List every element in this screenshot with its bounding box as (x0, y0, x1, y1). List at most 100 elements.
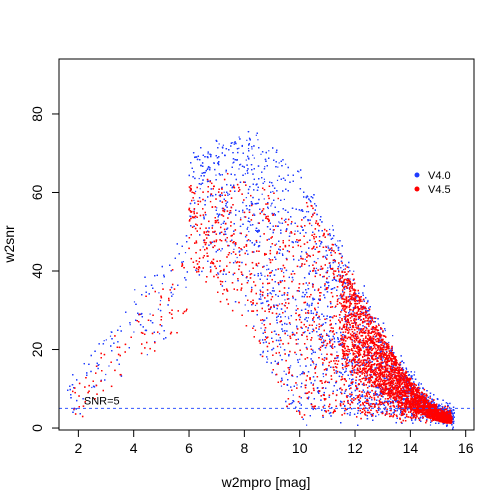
data-point-v40 (358, 379, 360, 381)
data-point-v40 (343, 268, 345, 271)
data-point-v40 (389, 409, 391, 412)
data-point-v40 (317, 335, 319, 337)
data-point-v40 (375, 402, 377, 404)
data-point-v40 (267, 207, 269, 210)
data-point-v40 (202, 246, 204, 248)
data-point-v40 (384, 360, 386, 362)
data-point-v40 (271, 202, 273, 204)
data-point-v40 (240, 163, 242, 165)
data-point-v40 (355, 394, 357, 397)
data-point-v40 (344, 264, 346, 266)
data-point-v40 (390, 398, 392, 400)
data-point-v40 (346, 358, 348, 360)
data-point-v40 (226, 241, 228, 243)
data-point-v40 (359, 412, 362, 415)
data-point-v40 (369, 406, 371, 408)
data-point-v40 (253, 157, 255, 159)
data-point-v40 (220, 214, 222, 216)
data-point-v40 (311, 224, 313, 227)
data-point-v40 (368, 346, 371, 348)
data-point-v40 (336, 357, 338, 359)
data-point-v40 (119, 325, 121, 327)
data-point-v40 (400, 361, 402, 363)
data-point-v40 (270, 203, 273, 205)
data-point-v40 (339, 317, 341, 319)
data-point-v40 (399, 413, 401, 415)
data-point-v40 (308, 306, 310, 308)
data-point-v40 (283, 219, 286, 221)
data-point-v40 (259, 241, 261, 243)
data-point-v40 (346, 277, 349, 280)
data-point-v40 (337, 280, 339, 282)
data-point-v40 (247, 147, 250, 150)
data-point-v40 (411, 375, 413, 377)
data-point-v40 (324, 255, 326, 257)
data-point-v40 (415, 388, 417, 390)
data-point-v40 (248, 230, 250, 233)
data-point-v40 (334, 306, 336, 308)
data-point-v40 (377, 323, 380, 325)
data-point-v40 (296, 384, 298, 386)
data-point-v40 (262, 352, 264, 354)
data-point-v40 (256, 265, 259, 267)
data-point-v40 (385, 342, 387, 344)
data-point-v40 (230, 253, 233, 255)
data-point-v40 (279, 280, 281, 282)
data-point-v40 (402, 414, 404, 416)
data-point-v40 (408, 395, 410, 397)
data-point-v40 (349, 278, 351, 280)
data-point-v40 (224, 238, 227, 240)
data-point-v40 (370, 318, 372, 320)
data-point-v40 (158, 292, 160, 294)
data-point-v40 (88, 396, 91, 399)
data-point-v40 (394, 388, 397, 390)
data-point-v40 (240, 217, 242, 219)
data-point-v40 (353, 270, 355, 272)
data-point-v40 (326, 333, 328, 335)
data-point-v40 (268, 258, 270, 260)
data-point-v40 (361, 339, 363, 342)
data-point-v40 (358, 370, 360, 372)
data-point-v40 (400, 395, 402, 398)
data-point-v40 (438, 403, 440, 406)
data-point-v40 (312, 383, 315, 385)
data-point-v40 (272, 229, 274, 231)
data-point-v40 (417, 388, 420, 390)
data-points (67, 130, 456, 430)
data-point-v40 (331, 225, 334, 227)
data-point-v40 (316, 324, 318, 326)
data-point-v40 (252, 154, 254, 156)
data-point-v40 (233, 243, 235, 245)
data-point-v40 (193, 199, 195, 202)
data-point-v40 (264, 166, 266, 168)
data-point-v40 (360, 372, 362, 374)
data-point-v40 (445, 424, 448, 426)
data-point-v40 (315, 267, 318, 270)
data-point-v40 (297, 343, 299, 345)
data-point-v40 (329, 228, 331, 231)
data-point-v40 (270, 293, 273, 295)
data-point-v40 (257, 139, 259, 141)
data-point-v40 (194, 190, 197, 193)
data-point-v40 (146, 354, 148, 356)
data-point-v40 (233, 248, 235, 250)
data-point-v40 (418, 382, 420, 384)
data-point-v40 (248, 270, 251, 272)
data-point-v40 (379, 408, 381, 410)
data-point-v40 (340, 400, 342, 402)
data-point-v40 (429, 424, 432, 426)
data-point-v40 (338, 297, 340, 300)
data-point-v40 (280, 385, 283, 387)
data-point-v40 (283, 198, 286, 201)
data-point-v40 (278, 162, 280, 164)
data-point-v40 (251, 148, 253, 150)
data-point-v40 (383, 408, 386, 411)
data-point-v40 (413, 371, 416, 373)
data-point-v40 (287, 316, 290, 318)
data-point-v40 (453, 409, 455, 412)
data-point-v40 (244, 304, 246, 306)
data-point-v40 (233, 143, 235, 145)
data-point-v40 (349, 310, 351, 312)
data-point-v40 (105, 339, 107, 341)
data-point-v40 (283, 304, 285, 306)
